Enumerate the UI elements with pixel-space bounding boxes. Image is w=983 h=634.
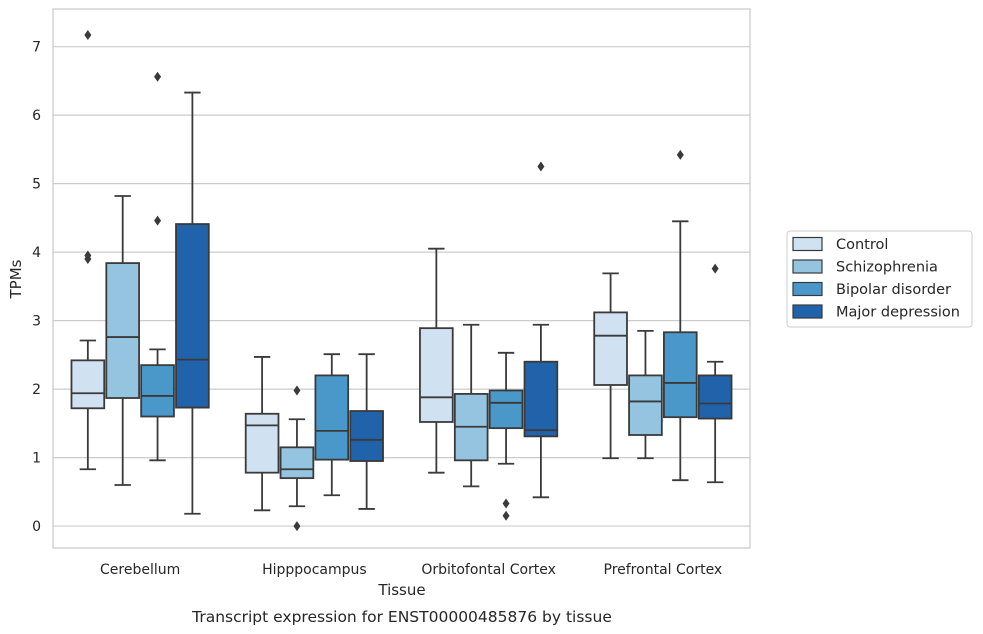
box-iqr bbox=[70, 359, 106, 410]
legend-swatch bbox=[792, 304, 823, 319]
x-tick-label: Cerebellum bbox=[100, 562, 180, 578]
box-iqr bbox=[349, 410, 384, 462]
plot-area-frame bbox=[52, 8, 751, 549]
box-iqr bbox=[488, 389, 524, 430]
box-iqr bbox=[105, 262, 140, 399]
outlier-point bbox=[84, 30, 92, 41]
legend-label: Major depression bbox=[836, 305, 960, 321]
box-iqr bbox=[140, 364, 175, 418]
outlier-point bbox=[676, 149, 684, 160]
y-tick-labels: 0 1 2 3 4 5 6 7 bbox=[32, 40, 41, 535]
outlier-point bbox=[293, 385, 301, 396]
legend-label: Control bbox=[836, 237, 888, 253]
legend-swatch bbox=[792, 281, 823, 297]
outlier-point bbox=[84, 253, 92, 264]
box-iqr bbox=[244, 412, 280, 474]
box-bipolar-disorder bbox=[140, 71, 175, 462]
legend-frame bbox=[786, 230, 973, 328]
box-major-depression bbox=[697, 263, 733, 484]
outlier-point bbox=[711, 263, 719, 274]
box-iqr bbox=[628, 374, 663, 436]
box-iqr bbox=[593, 311, 628, 386]
y-tick-label: 2 bbox=[32, 382, 41, 398]
legend-swatch bbox=[792, 236, 823, 252]
outlier-point bbox=[154, 71, 162, 82]
box-bipolar-disorder bbox=[663, 149, 698, 482]
box-bipolar-disorder bbox=[488, 351, 524, 521]
outlier-point bbox=[502, 510, 510, 521]
box-schizophrenia bbox=[105, 195, 140, 486]
box-major-depression bbox=[175, 91, 210, 515]
box-iqr bbox=[697, 374, 733, 420]
y-tick-label: 5 bbox=[32, 177, 41, 193]
box-schizophrenia bbox=[628, 329, 663, 460]
x-tick-label: Hipppocampus bbox=[262, 562, 367, 578]
y-tick-label: 7 bbox=[32, 40, 41, 56]
outlier-point bbox=[537, 161, 545, 172]
y-axis-label: TPMs bbox=[7, 259, 25, 299]
box-schizophrenia bbox=[453, 323, 489, 488]
y-tick-label: 6 bbox=[32, 108, 41, 124]
box-schizophrenia bbox=[279, 385, 315, 532]
box-iqr bbox=[314, 374, 350, 461]
box-control bbox=[593, 272, 628, 460]
y-tick-label: 1 bbox=[32, 451, 41, 467]
box-iqr bbox=[175, 223, 210, 409]
legend-label: Schizophrenia bbox=[836, 260, 938, 276]
outlier-point bbox=[293, 521, 301, 532]
box-control bbox=[419, 247, 454, 474]
legend-swatch bbox=[792, 259, 823, 274]
box-iqr bbox=[523, 360, 559, 438]
x-tick-label: Prefrontal Cortex bbox=[604, 562, 723, 578]
y-tick-label: 3 bbox=[32, 314, 41, 330]
y-tick-label: 4 bbox=[32, 245, 41, 261]
outlier-point bbox=[154, 215, 162, 226]
box-bipolar-disorder bbox=[314, 353, 350, 497]
box-major-depression bbox=[349, 353, 384, 510]
box-control bbox=[244, 356, 280, 512]
chart-caption: Transcript expression for ENST0000048587… bbox=[191, 608, 612, 626]
y-tick-label: 0 bbox=[32, 519, 41, 535]
box-control bbox=[70, 30, 106, 471]
x-tick-label: Orbitofontal Cortex bbox=[421, 562, 556, 578]
box-iqr bbox=[419, 327, 454, 423]
legend: Control Schizophrenia Bipolar disorder Majo… bbox=[786, 230, 973, 328]
boxes bbox=[70, 30, 733, 532]
box-iqr bbox=[663, 331, 698, 419]
x-axis-label: Tissue bbox=[377, 581, 425, 599]
legend-items: Control Schizophrenia Bipolar disorder Majo… bbox=[792, 236, 960, 321]
x-tick-labels: Cerebellum Hipppocampus Orbitofontal Corte… bbox=[100, 562, 722, 578]
legend-label: Bipolar disorder bbox=[836, 282, 951, 298]
outlier-point bbox=[502, 498, 510, 509]
box-major-depression bbox=[523, 161, 559, 499]
box-iqr bbox=[279, 446, 315, 480]
